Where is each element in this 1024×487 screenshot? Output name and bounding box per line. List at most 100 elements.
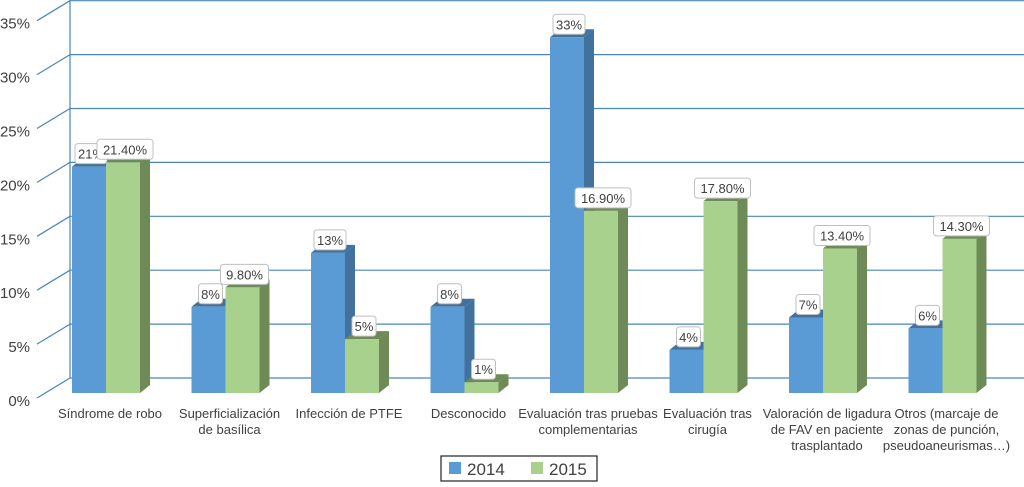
- bar-front: [464, 382, 499, 393]
- gridline-slant: [36, 54, 71, 76]
- legend-swatch-2014: [449, 462, 461, 474]
- y-tick-label: 10%: [0, 285, 30, 302]
- legend-label: 2014: [467, 460, 505, 479]
- bar-side: [857, 240, 867, 393]
- bar-2015: 5%: [345, 315, 389, 393]
- bar-front: [789, 317, 823, 393]
- bar-front: [72, 166, 106, 393]
- data-label: 17.80%: [700, 181, 745, 196]
- category-label: Superficialización: [179, 406, 280, 421]
- data-label: 4%: [679, 330, 698, 345]
- data-label: 8%: [201, 287, 220, 302]
- data-label-box: [198, 283, 223, 305]
- data-label: 5%: [355, 319, 374, 334]
- bar-front: [584, 210, 618, 393]
- bar-side: [498, 374, 509, 393]
- bar-2014: 8%: [430, 283, 475, 393]
- data-label: 7%: [799, 298, 818, 313]
- data-label-box: [676, 326, 701, 348]
- data-label: 13%: [317, 233, 343, 248]
- data-label-box: [694, 177, 751, 199]
- category-label: complementarias: [539, 422, 638, 437]
- category-label: Desconocido: [431, 406, 506, 421]
- category-label: Evaluación tras pruebas: [518, 406, 658, 421]
- bar-front: [703, 201, 738, 393]
- data-label: 21.40%: [103, 142, 148, 157]
- bar-2015: 1%: [464, 358, 509, 393]
- bar-side: [618, 202, 628, 393]
- data-label-box: [313, 229, 347, 251]
- bar-front: [311, 252, 345, 393]
- bar-2015: 9.80%: [220, 263, 270, 393]
- bar-front: [225, 287, 260, 393]
- data-label: 16.90%: [581, 191, 626, 206]
- data-label-box: [437, 283, 462, 305]
- y-tick-label: 35%: [0, 16, 30, 33]
- gridline-slant: [36, 215, 71, 237]
- y-tick-label: 25%: [0, 124, 30, 141]
- bar-side: [259, 279, 270, 393]
- data-label-box: [813, 225, 871, 247]
- data-label-box: [552, 13, 586, 35]
- category-label: cirugía: [688, 422, 728, 437]
- category-label: zonas de punción,: [894, 422, 1000, 437]
- bar-side: [737, 193, 748, 393]
- bar-side: [140, 154, 150, 393]
- bar-side: [976, 230, 987, 393]
- category-label: Valoración de ligadura: [763, 406, 892, 421]
- gridline-slant: [36, 269, 71, 291]
- data-label-box: [351, 315, 377, 337]
- category-label: Evaluación tras: [663, 406, 752, 421]
- bar-2015: 16.90%: [574, 187, 632, 393]
- bar-front: [106, 162, 140, 393]
- category-label: Síndrome de robo: [58, 406, 162, 421]
- data-label-box: [795, 294, 821, 316]
- y-tick-label: 0%: [8, 393, 30, 410]
- data-label: 13.40%: [820, 229, 865, 244]
- y-tick-label: 5%: [8, 339, 30, 356]
- data-label-box: [915, 304, 940, 326]
- category-label: pseudoaneurismas…): [883, 438, 1010, 453]
- legend-swatch-2015: [531, 462, 543, 474]
- bar-front: [669, 349, 704, 393]
- data-label-box: [96, 138, 154, 160]
- category-label: Infección de PTFE: [296, 406, 403, 421]
- gridline-slant: [36, 0, 71, 22]
- bar-front: [550, 37, 584, 393]
- bar-2015: 14.30%: [933, 215, 990, 393]
- bar-2015: 13.40%: [813, 225, 871, 393]
- bar-front: [191, 306, 226, 393]
- category-label: de FAV en paciente: [771, 422, 884, 437]
- data-label-box: [220, 263, 269, 285]
- bar-front: [908, 328, 943, 393]
- bar-2015: 17.80%: [694, 177, 751, 393]
- data-label: 9.80%: [226, 267, 263, 282]
- data-label: 14.30%: [939, 219, 984, 234]
- legend-label: 2015: [549, 460, 587, 479]
- y-tick-label: 15%: [0, 231, 30, 248]
- category-label: Otros (marcaje de: [894, 406, 998, 421]
- bar-front: [823, 248, 857, 393]
- y-tick-label: 30%: [0, 70, 30, 87]
- bar-front: [430, 306, 465, 393]
- gridline-slant: [36, 161, 71, 183]
- bar-front: [345, 339, 379, 393]
- data-label-box: [933, 215, 990, 237]
- data-label: 8%: [440, 287, 459, 302]
- data-label: 33%: [556, 17, 582, 32]
- y-tick-label: 20%: [0, 177, 30, 194]
- legend-box: [440, 455, 598, 482]
- data-label-box: [574, 187, 632, 209]
- category-label: de basílica: [198, 422, 261, 437]
- bar-2015: 21.40%: [96, 138, 154, 393]
- gridline-slant: [36, 377, 71, 399]
- legend: 2014 2015: [440, 455, 598, 482]
- gridline-slant: [36, 107, 71, 130]
- bar-front: [942, 238, 977, 393]
- data-label-box: [471, 358, 496, 380]
- category-label: trasplantado: [791, 438, 863, 453]
- data-label: 6%: [918, 308, 937, 323]
- gridline-slant: [36, 323, 71, 345]
- data-label: 1%: [474, 362, 493, 377]
